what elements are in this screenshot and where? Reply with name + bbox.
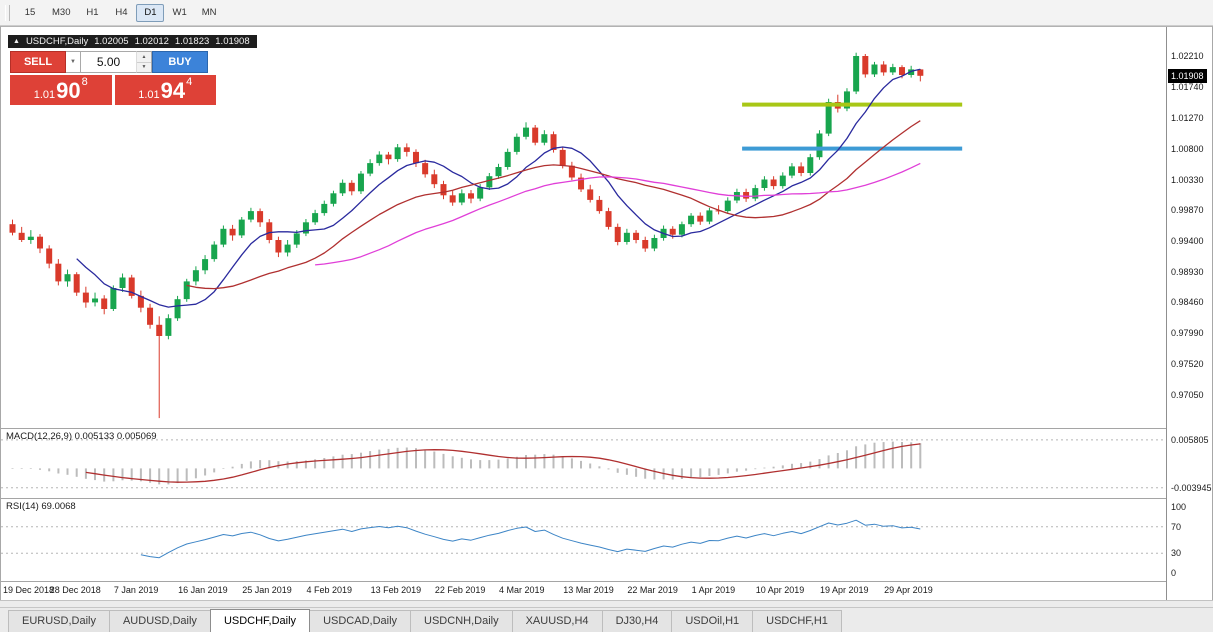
price-axis-label: 1.00800 — [1171, 143, 1204, 154]
price-axis-label: 1.01740 — [1171, 81, 1204, 92]
ohlc-high: 1.02012 — [134, 36, 169, 47]
rsi-axis-label: 70 — [1171, 521, 1182, 532]
timeframe-h1[interactable]: H1 — [86, 6, 99, 18]
buy-price-prefix: 1.01 — [138, 89, 160, 101]
price-axis-label: 0.98930 — [1171, 266, 1204, 277]
date-axis-label: 22 Feb 2019 — [434, 585, 486, 595]
price-axis-label: 0.99870 — [1171, 204, 1204, 215]
price-axis[interactable]: 1.01908 1.02210 1.01740 1.01270 1.00800 1.00… — [1166, 27, 1212, 600]
volume-dropdown-button[interactable]: ▼ — [66, 51, 81, 73]
chart-tab-eurusd-daily[interactable]: EURUSD,Daily — [8, 610, 110, 632]
price-axis-label: 0.97050 — [1171, 390, 1204, 401]
price-axis-label: 0.97520 — [1171, 359, 1204, 370]
price-axis-label: 1.00330 — [1171, 174, 1204, 185]
price-axis-label: 1.01270 — [1171, 112, 1204, 123]
macd-indicator-canvas[interactable] — [1, 429, 1166, 498]
panel-divider[interactable] — [1, 581, 1166, 582]
macd-label: MACD(12,26,9) 0.005133 0.005069 — [6, 431, 157, 442]
panel-divider[interactable] — [1, 498, 1166, 499]
date-axis-label: 28 Dec 2018 — [49, 585, 101, 595]
chart-tab-usdchf-h1[interactable]: USDCHF,H1 — [752, 610, 842, 632]
chart-symbol-period: USDCHF,Daily — [25, 36, 89, 47]
date-axis-label: 4 Mar 2019 — [499, 585, 545, 595]
sell-button[interactable]: SELL — [10, 51, 66, 73]
timeframe-buttons: 15 M30 H1 H4 D1 W1 MN — [16, 3, 224, 22]
price-axis-label: 0.99400 — [1171, 235, 1204, 246]
chart-workspace: 19 Dec 2018 28 Dec 2018 7 Jan 2019 16 Jan 2… — [0, 26, 1213, 600]
one-click-trading-panel: SELL ▼ 5.00 ▲ ▼ BUY 1.01 90 8 1.01 94 4 — [10, 51, 216, 105]
chart-tab-xauusd-h4[interactable]: XAUUSD,H4 — [511, 610, 603, 632]
date-axis-label: 4 Feb 2019 — [306, 585, 352, 595]
buy-price-button[interactable]: 1.01 94 4 — [114, 75, 216, 105]
chart-tab-usdcad-daily[interactable]: USDCAD,Daily — [309, 610, 412, 632]
timeframe-15[interactable]: 15 — [24, 6, 36, 18]
price-chart-canvas[interactable] — [1, 29, 1166, 428]
date-axis-label: 22 Mar 2019 — [627, 585, 678, 595]
chart-tab-dj30-h4[interactable]: DJ30,H4 — [601, 610, 673, 632]
chart-tab-usdcnh-daily[interactable]: USDCNH,Daily — [410, 610, 513, 632]
chart-tab-bar: EURUSD,Daily AUDUSD,Daily USDCHF,Daily USDC… — [0, 607, 1213, 632]
timeframe-w1[interactable]: W1 — [172, 6, 187, 18]
timeframe-toolbar: 15 M30 H1 H4 D1 W1 MN — [0, 0, 1213, 26]
volume-increase-button[interactable]: ▲ — [137, 52, 151, 63]
rsi-axis-label: 30 — [1171, 548, 1182, 559]
buy-price-big: 94 — [160, 78, 186, 103]
date-axis-label: 29 Apr 2019 — [884, 585, 933, 595]
rsi-axis-label: 100 — [1171, 502, 1187, 512]
buy-button[interactable]: BUY — [152, 51, 208, 73]
date-axis-label: 7 Jan 2019 — [113, 585, 159, 595]
chevron-down-icon: ▼ — [70, 59, 76, 65]
sell-price-pip: 8 — [81, 76, 88, 88]
chart-tab-usdoil-h1[interactable]: USDOil,H1 — [671, 610, 754, 632]
rsi-label: RSI(14) 69.0068 — [6, 501, 76, 512]
chevron-up-icon: ▲ — [141, 53, 147, 60]
chevron-down-icon: ▼ — [141, 64, 147, 71]
chart-tab-usdchf-daily[interactable]: USDCHF,Daily — [209, 609, 311, 632]
macd-axis-label: -0.003945 — [1171, 482, 1212, 493]
chart-tab-audusd-daily[interactable]: AUDUSD,Daily — [108, 610, 211, 632]
ohlc-low: 1.01823 — [174, 36, 210, 47]
panel-divider[interactable] — [1, 428, 1166, 429]
price-axis-label: 1.02210 — [1171, 50, 1204, 61]
toolbar-grip[interactable] — [5, 4, 10, 21]
sell-price-prefix: 1.01 — [33, 89, 56, 101]
date-axis[interactable]: 19 Dec 2018 28 Dec 2018 7 Jan 2019 16 Jan 2… — [1, 582, 1166, 600]
date-axis-label: 13 Feb 2019 — [370, 585, 422, 595]
date-axis-label: 1 Apr 2019 — [691, 585, 736, 595]
rsi-axis-label: 0 — [1171, 568, 1177, 578]
ohlc-info-bar: ▲ USDCHF,Daily 1.02005 1.02012 1.01823 1… — [8, 35, 257, 48]
date-axis-label: 10 Apr 2019 — [755, 585, 805, 595]
price-axis-label: 0.98460 — [1171, 297, 1204, 308]
price-axis-label: 0.97990 — [1171, 328, 1204, 339]
horizontal-scrollbar[interactable] — [0, 600, 1213, 607]
ohlc-open: 1.02005 — [94, 36, 129, 47]
date-axis-label: 16 Jan 2019 — [178, 585, 228, 595]
sell-price-button[interactable]: 1.01 90 8 — [10, 75, 112, 105]
date-axis-label: 25 Jan 2019 — [242, 585, 292, 595]
volume-stepper: ▲ ▼ — [136, 51, 152, 73]
timeframe-d1[interactable]: D1 — [136, 3, 165, 22]
date-axis-label: 19 Apr 2019 — [819, 585, 869, 595]
timeframe-m30[interactable]: M30 — [52, 6, 71, 18]
timeframe-h4[interactable]: H4 — [115, 6, 128, 18]
macd-axis-label: 0.005805 — [1171, 434, 1209, 445]
date-axis-label: 13 Mar 2019 — [563, 585, 614, 595]
ohlc-close: 1.01908 — [215, 36, 250, 47]
rsi-indicator-canvas[interactable] — [1, 499, 1166, 581]
timeframe-mn[interactable]: MN — [201, 6, 217, 18]
current-price-tag: 1.01908 — [1168, 68, 1207, 83]
volume-input[interactable]: 5.00 — [81, 51, 136, 73]
sell-price-big: 90 — [56, 78, 81, 103]
date-axis-label: 19 Dec 2018 — [3, 585, 55, 595]
ohlc-expand-icon[interactable]: ▲ — [13, 38, 20, 45]
volume-decrease-button[interactable]: ▼ — [137, 63, 151, 73]
buy-price-pip: 4 — [186, 76, 193, 88]
